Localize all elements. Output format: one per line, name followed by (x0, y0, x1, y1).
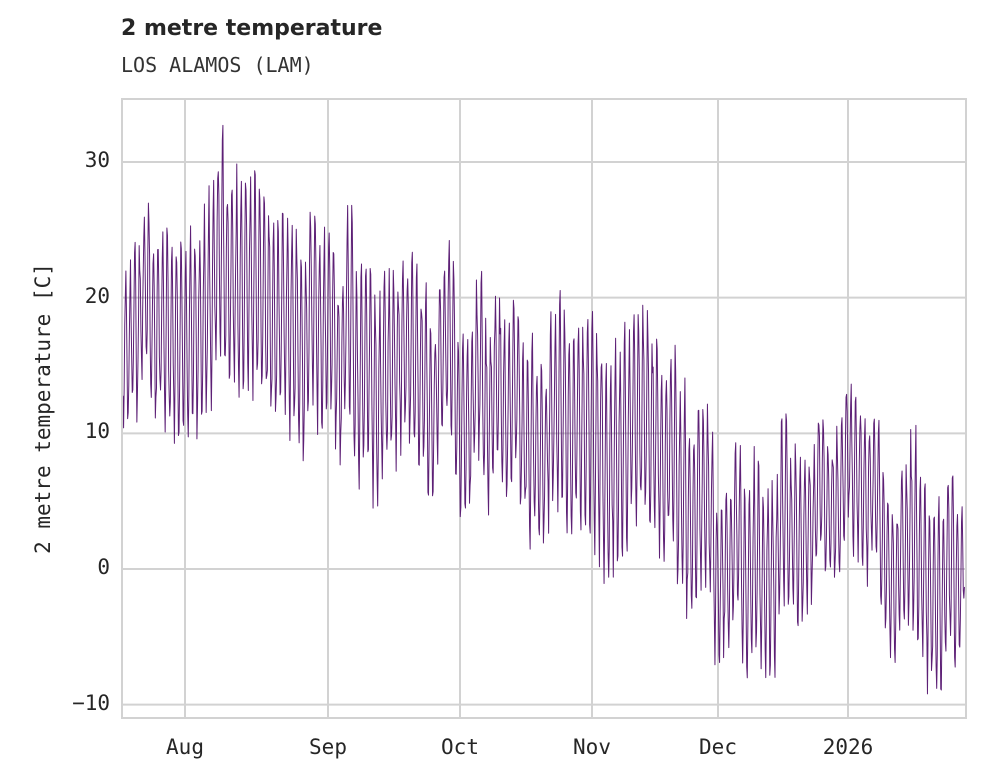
x-axis-tick-3: Nov (573, 735, 611, 759)
y-axis-tick-3: 20 (84, 283, 110, 308)
page-title: 2 metre temperature (121, 16, 383, 41)
x-axis-tick-5: 2026 (822, 735, 874, 759)
x-axis-tick-2: Oct (441, 735, 479, 759)
chart-subtitle: LOS ALAMOS (LAM) (121, 53, 314, 77)
temperature-series-line (123, 124, 965, 695)
x-axis-tick-0: Aug (166, 735, 204, 759)
x-axis-tick-4: Dec (699, 735, 737, 759)
y-axis-tick-1: 0 (97, 555, 110, 579)
series-path-2-metre-temperature (123, 124, 965, 695)
y-axis-tick-labels: −10 0 10 20 30 (0, 0, 110, 782)
plot-area (121, 98, 967, 719)
y-axis-tick-4: 30 (84, 147, 110, 172)
y-axis-tick-2: 10 (84, 419, 110, 444)
y-axis-tick-0: −10 (72, 690, 110, 715)
x-axis-tick-1: Sep (309, 735, 347, 759)
